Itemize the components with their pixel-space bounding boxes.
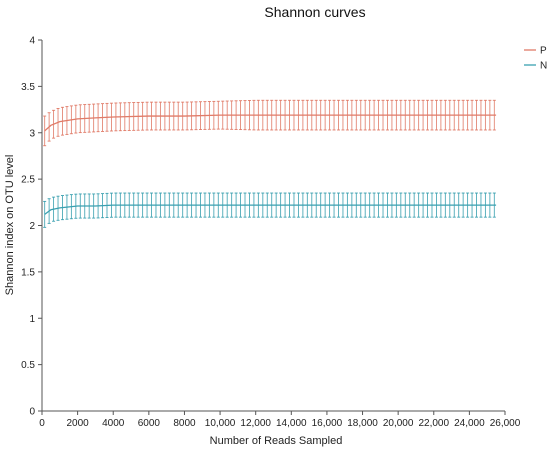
x-tick-label: 20,000 bbox=[383, 418, 414, 429]
y-tick-label: 2.5 bbox=[21, 175, 35, 186]
y-tick-label: 1 bbox=[29, 314, 35, 325]
y-tick-label: 2 bbox=[29, 221, 35, 232]
series-p bbox=[43, 99, 497, 147]
series-n bbox=[43, 192, 497, 228]
x-axis-title: Number of Reads Sampled bbox=[210, 435, 343, 447]
y-tick-label: 3.5 bbox=[21, 82, 35, 93]
legend-label-p: P bbox=[540, 46, 547, 57]
y-tick-label: 3 bbox=[29, 128, 35, 139]
x-tick-label: 10,000 bbox=[205, 418, 236, 429]
y-tick-label: 0 bbox=[29, 407, 35, 418]
x-tick-label: 6000 bbox=[138, 418, 161, 429]
y-tick-label: 0.5 bbox=[21, 360, 35, 371]
chart-title: Shannon curves bbox=[264, 4, 365, 20]
x-tick-label: 14,000 bbox=[276, 418, 307, 429]
y-axis-title: Shannon index on OTU level bbox=[4, 155, 16, 296]
x-tick-label: 22,000 bbox=[418, 418, 449, 429]
x-tick-label: 0 bbox=[39, 418, 45, 429]
legend: PN bbox=[524, 46, 547, 72]
series-line-n bbox=[44, 204, 497, 215]
y-tick-label: 4 bbox=[29, 36, 35, 47]
series-line-p bbox=[44, 114, 497, 132]
x-tick-label: 2000 bbox=[66, 418, 89, 429]
x-tick-label: 26,000 bbox=[490, 418, 521, 429]
x-tick-label: 8000 bbox=[173, 418, 196, 429]
x-tick-label: 16,000 bbox=[312, 418, 343, 429]
x-tick-label: 12,000 bbox=[240, 418, 271, 429]
y-tick-label: 1.5 bbox=[21, 267, 35, 278]
x-tick-label: 18,000 bbox=[347, 418, 378, 429]
plot-area: 0 0.5 1 1.5 2 2.5 3 3.5 4 0 2000 4000 6000 8000 10,000… bbox=[21, 36, 521, 430]
x-tick-label: 4000 bbox=[102, 418, 125, 429]
legend-label-n: N bbox=[540, 61, 547, 72]
x-tick-label: 24,000 bbox=[454, 418, 485, 429]
